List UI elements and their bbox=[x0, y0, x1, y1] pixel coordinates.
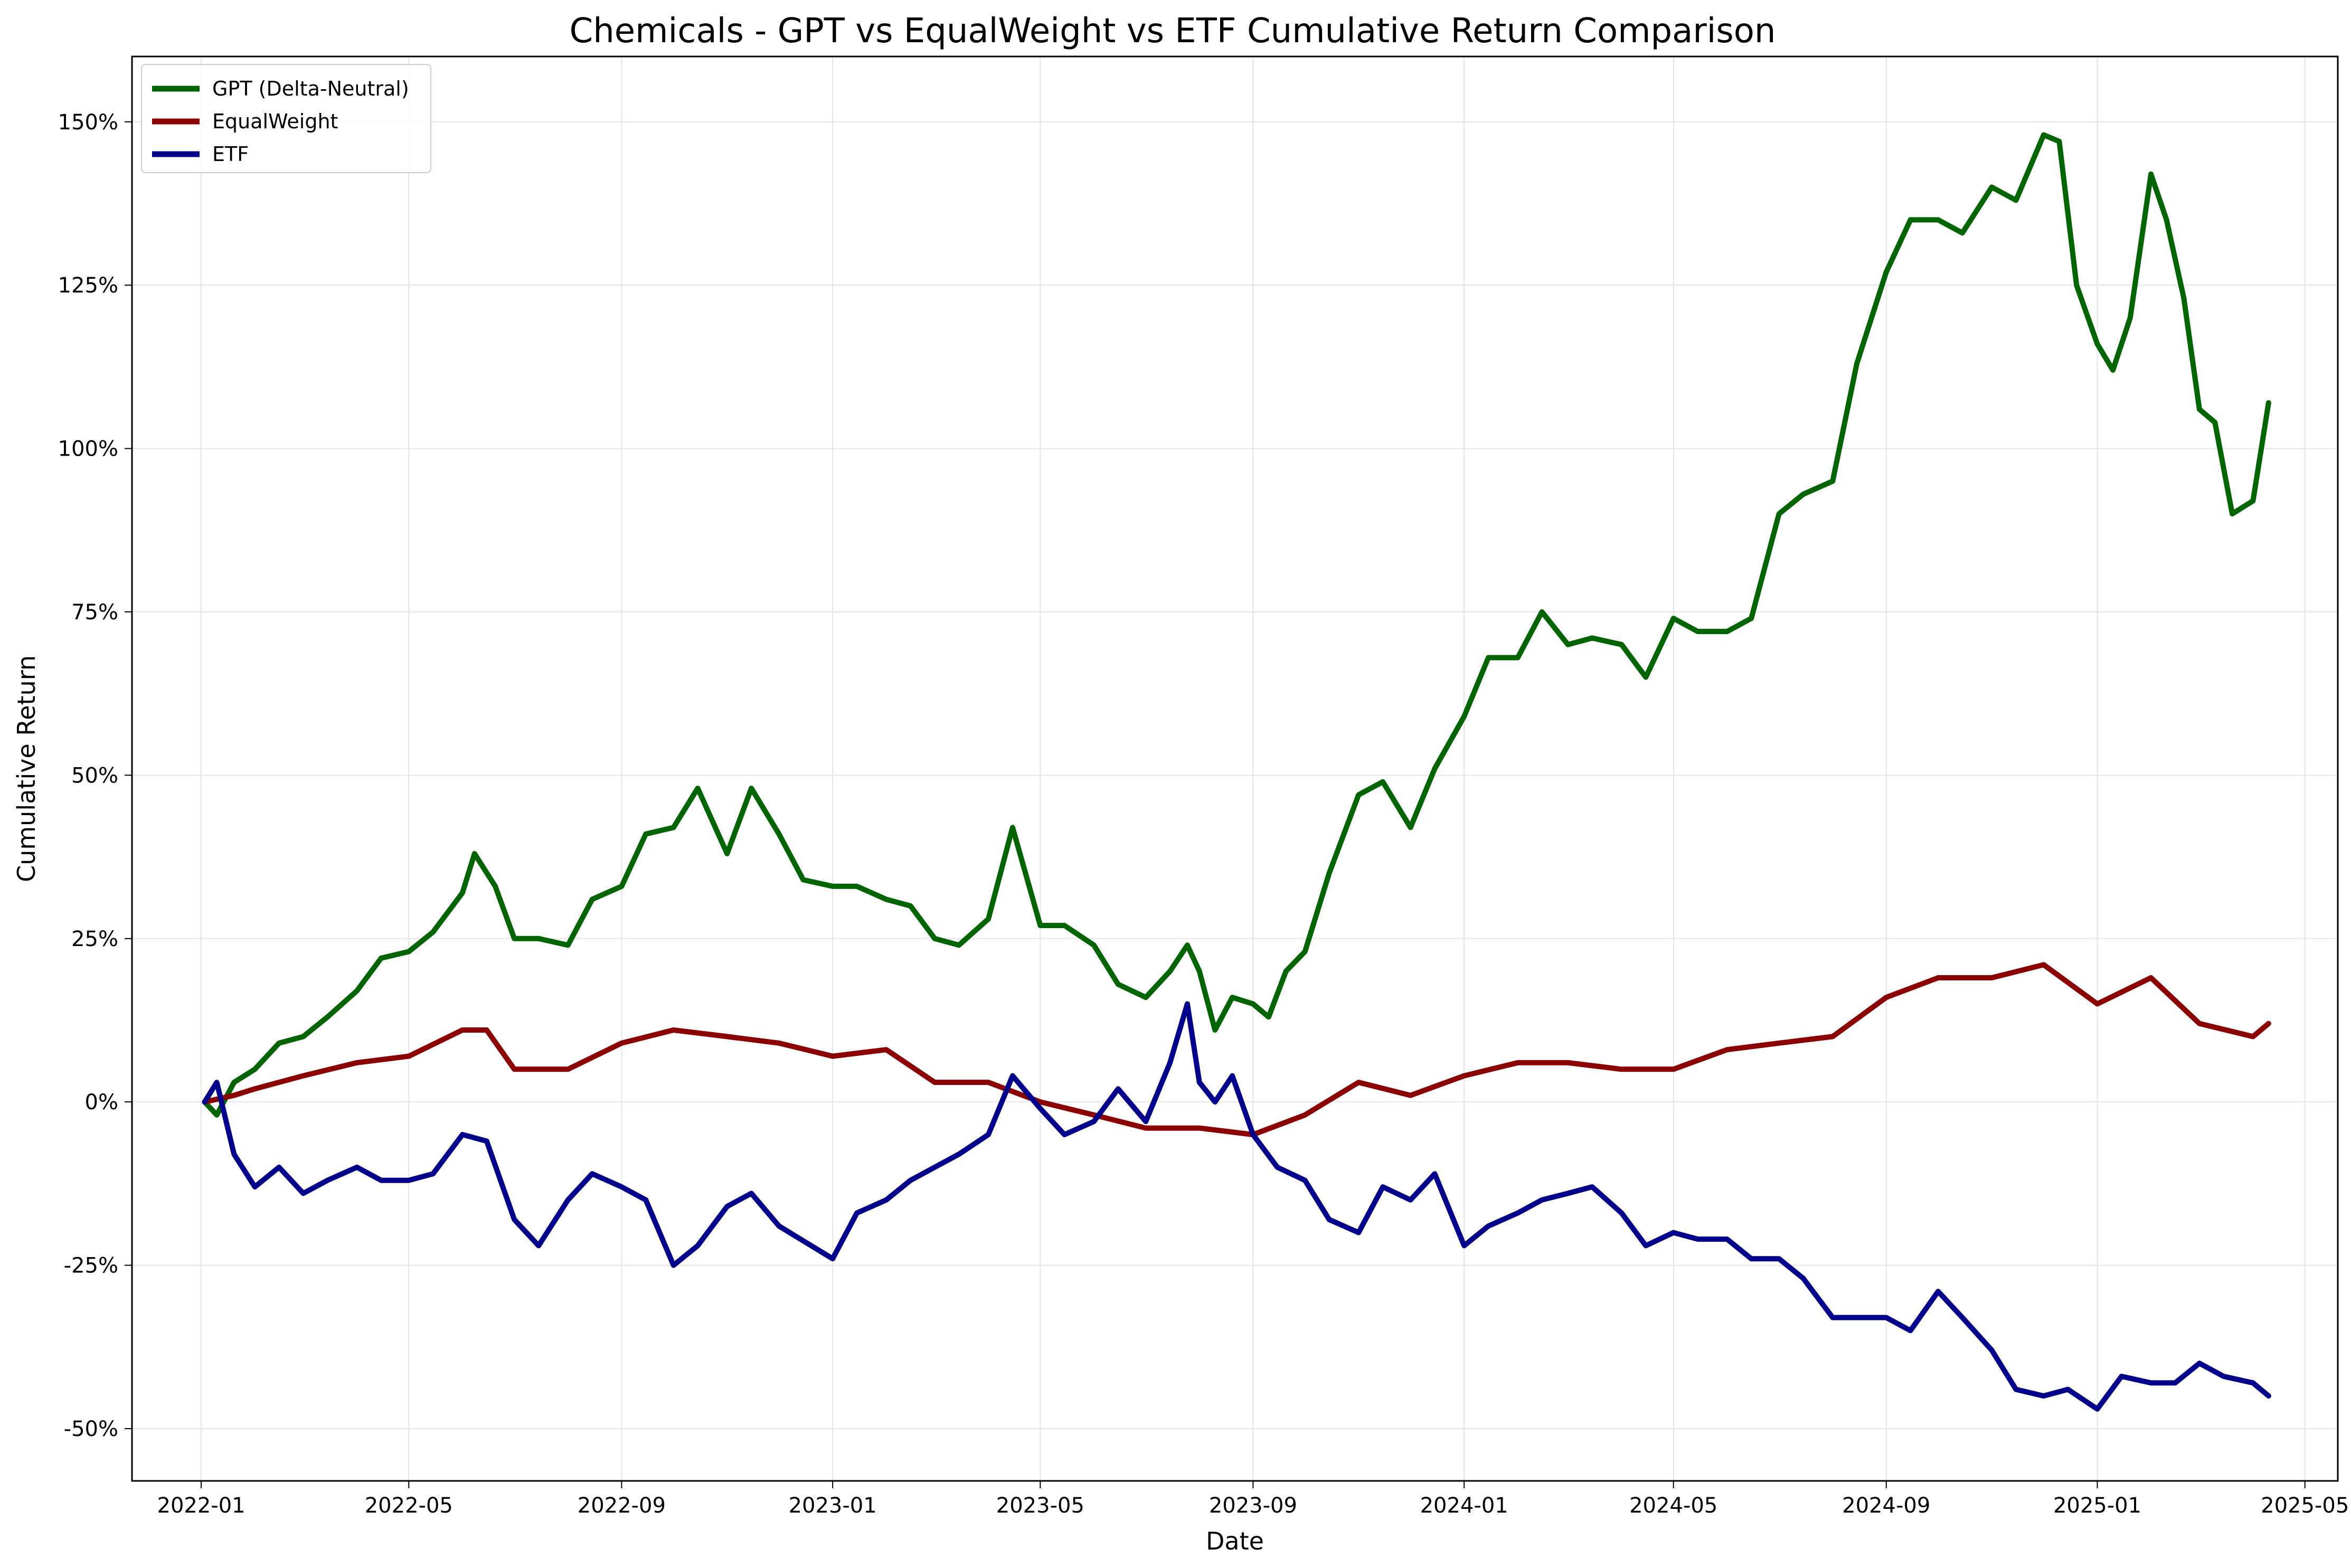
legend-label-etf: ETF bbox=[212, 143, 249, 166]
y-tick-label: 125% bbox=[58, 273, 118, 298]
series-line-etf bbox=[202, 1001, 2271, 1412]
y-tick-label: -50% bbox=[64, 1417, 118, 1441]
x-tick-label: 2023-05 bbox=[996, 1494, 1084, 1518]
series-line-equalweight bbox=[202, 962, 2271, 1138]
legend-box bbox=[141, 64, 431, 173]
y-tick-label: 25% bbox=[71, 927, 118, 951]
y-tick-label: -25% bbox=[64, 1254, 118, 1278]
axis-ticks: 2022-01 2022-05 2022-09 2023-01 2023-05 2023-… bbox=[58, 110, 2349, 1518]
x-axis-title: Date bbox=[1206, 1527, 1264, 1555]
grid bbox=[132, 56, 2338, 1481]
y-tick-label: 50% bbox=[71, 763, 118, 788]
x-tick-label: 2024-09 bbox=[1842, 1494, 1930, 1518]
legend-items: GPT (Delta-Neutral) EqualWeight ETF bbox=[152, 77, 409, 166]
x-tick-label: 2023-01 bbox=[789, 1494, 877, 1518]
y-tick-label: 150% bbox=[58, 110, 118, 135]
x-tick-label: 2023-09 bbox=[1209, 1494, 1297, 1518]
y-axis-title: Cumulative Return bbox=[12, 655, 41, 882]
y-tick-label: 100% bbox=[58, 437, 118, 461]
x-tick-label: 2025-05 bbox=[2261, 1494, 2349, 1518]
y-tick-label: 0% bbox=[85, 1090, 118, 1114]
legend-label-equalweight: EqualWeight bbox=[212, 110, 338, 133]
series-lines bbox=[202, 132, 2271, 1412]
chart-title: Chemicals - GPT vs EqualWeight vs ETF Cu… bbox=[570, 12, 1776, 51]
x-tick-label: 2024-01 bbox=[1420, 1494, 1508, 1518]
x-tick-label: 2025-01 bbox=[2053, 1494, 2141, 1518]
x-tick-label: 2024-05 bbox=[1629, 1494, 1717, 1518]
plot-frame bbox=[131, 55, 2339, 1482]
legend-label-gpt-delta-neutral: GPT (Delta-Neutral) bbox=[212, 77, 409, 100]
x-tick-label: 2022-05 bbox=[365, 1494, 453, 1518]
y-tick-label: 75% bbox=[71, 600, 118, 625]
legend: GPT (Delta-Neutral) EqualWeight ETF bbox=[141, 64, 431, 173]
series-line-gpt-delta-neutral bbox=[202, 132, 2271, 1118]
x-tick-label: 2022-01 bbox=[157, 1494, 246, 1518]
x-tick-label: 2022-09 bbox=[578, 1494, 666, 1518]
